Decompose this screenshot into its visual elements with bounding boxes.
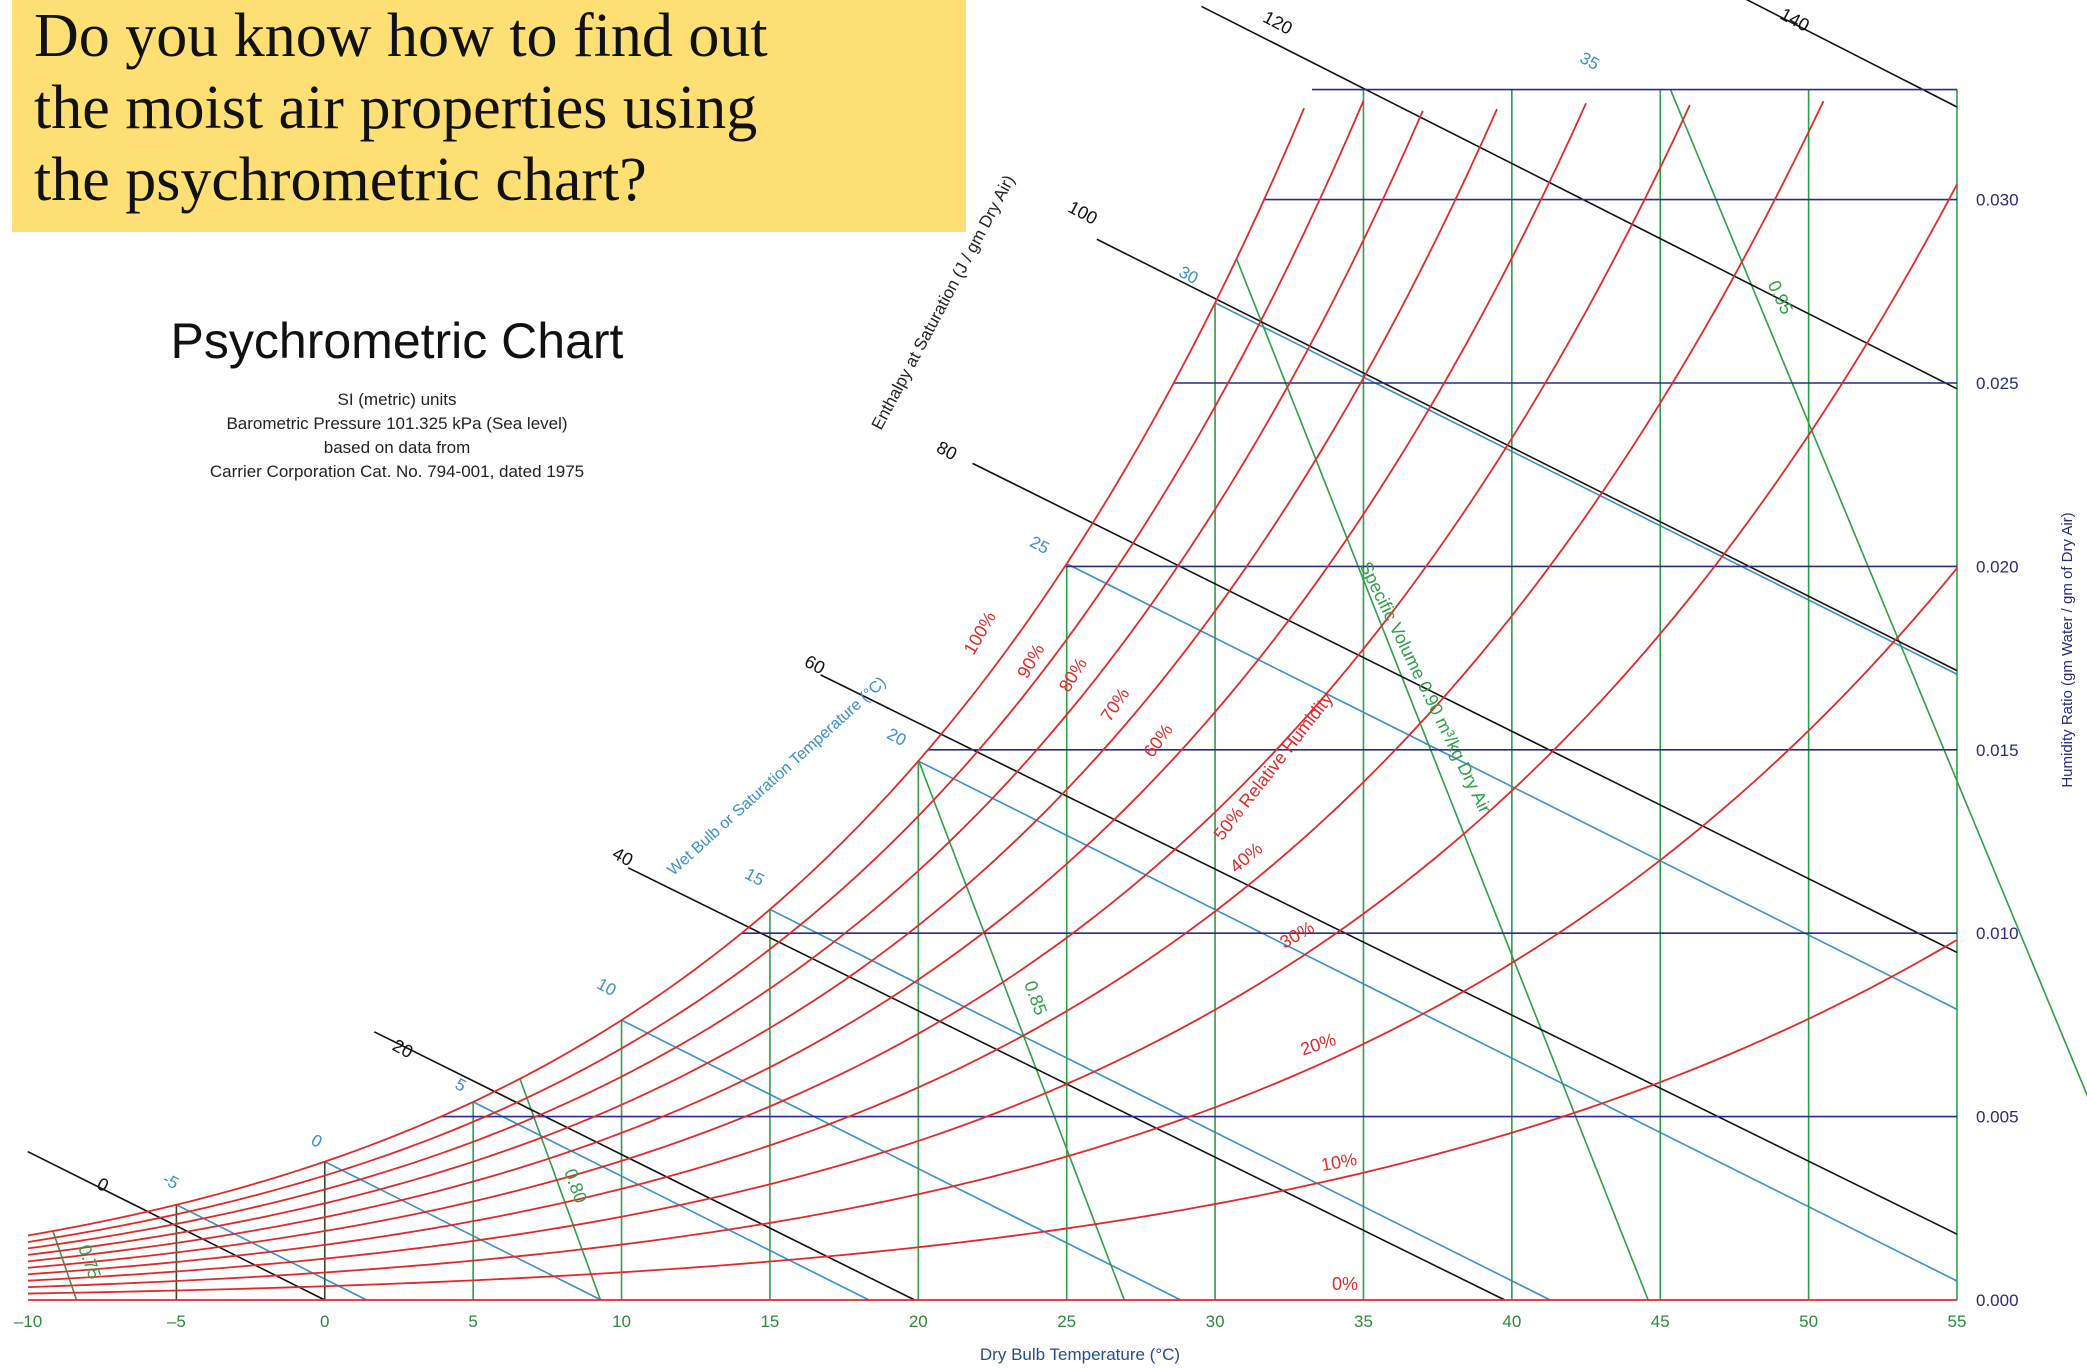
y-tick-label: 0.000	[1976, 1291, 2019, 1310]
enthalpy-value: 80	[933, 437, 960, 464]
wet-bulb-value: 10	[594, 974, 620, 1000]
enthalpy-line	[1201, 5, 1958, 390]
x-tick-label: 10	[612, 1312, 631, 1331]
rh-label: 100%	[960, 608, 1000, 658]
question-line-3: the psychrometric chart?	[34, 146, 647, 214]
rh-label: 70%	[1097, 684, 1134, 725]
y-tick-label: 0.015	[1976, 741, 2019, 760]
question-line-2: the moist air properties using	[34, 74, 758, 142]
wet-bulb-value: 20	[884, 724, 910, 750]
rh-label: 20%	[1298, 1029, 1338, 1059]
enthalpy-value: 40	[609, 843, 636, 870]
wet-bulb-value: 15	[742, 864, 768, 890]
x-tick-label: –5	[167, 1312, 186, 1331]
specific-volume-label: Specific Volume 0.90 m³/kg Dry Air	[1356, 558, 1495, 816]
wet-bulb-value: 5	[452, 1075, 469, 1096]
rh-label: 90%	[1013, 640, 1048, 681]
specific-volume-line	[917, 760, 1126, 1301]
wet-bulb-line	[324, 1160, 602, 1301]
wet-bulb-line	[917, 760, 1958, 1282]
wet-bulb-value: 30	[1176, 262, 1202, 288]
specific-volume-value: 0.95	[1764, 277, 1797, 317]
enthalpy-line	[972, 462, 1958, 954]
x-tick-label: 30	[1206, 1312, 1225, 1331]
subtitle-line-4: Carrier Corporation Cat. No. 794-001, da…	[209, 462, 585, 481]
enthalpy-value: 60	[801, 651, 828, 678]
wet-bulb-value: 0	[308, 1131, 325, 1152]
x-tick-label: 55	[1948, 1312, 1967, 1331]
chart-subtitle: SI (metric) units Barometric Pressure 10…	[100, 388, 694, 484]
rh-label: 30%	[1276, 917, 1317, 952]
rh-curve-8	[27, 567, 1958, 1289]
rh-curve-4	[27, 102, 1587, 1263]
rh-curve-7	[27, 183, 1958, 1282]
enthalpy-value: 120	[1260, 7, 1296, 39]
rh-label: 0%	[1332, 1274, 1358, 1294]
x-tick-label: 20	[909, 1312, 928, 1331]
rh-curve-3	[27, 108, 1498, 1256]
specific-volume-line	[519, 1078, 602, 1301]
subtitle-line-3: based on data from	[323, 438, 471, 457]
y-tick-label: 0.030	[1976, 191, 2019, 210]
question-box: Do you know how to find out the moist ai…	[12, 0, 966, 232]
rh-curve-0	[27, 107, 1305, 1237]
x-axis-label: Dry Bulb Temperature (°C)	[980, 1345, 1180, 1364]
wet-bulb-line	[621, 1019, 1182, 1301]
rh-label: 10%	[1319, 1149, 1358, 1175]
rh-label: 40%	[1226, 838, 1266, 876]
specific-volume-line	[1669, 89, 2087, 1097]
rh-label: 60%	[1139, 720, 1176, 761]
wet-bulb-axis-label: Wet Bulb or Saturation Temperature (°C)	[664, 674, 889, 879]
rh-curve-2	[27, 110, 1424, 1250]
enthalpy-axis-label: Enthalpy at Saturation (J / gm Dry Air)	[868, 172, 1019, 433]
rh-curve-9	[27, 939, 1958, 1295]
x-tick-label: 35	[1354, 1312, 1373, 1331]
x-tick-label: –10	[14, 1312, 42, 1331]
rh-label: 50% Relative Humidity	[1210, 689, 1337, 844]
wet-bulb-line	[472, 1101, 870, 1301]
y-tick-label: 0.010	[1976, 924, 2019, 943]
subtitle-line-2: Barometric Pressure 101.325 kPa (Sea lev…	[226, 414, 568, 433]
chart-title: Psychrometric Chart	[170, 313, 624, 369]
enthalpy-line	[373, 1031, 916, 1301]
x-tick-label: 45	[1651, 1312, 1670, 1331]
wet-bulb-line	[769, 908, 1551, 1301]
wet-bulb-value: -5	[159, 1169, 181, 1193]
x-tick-label: 50	[1799, 1312, 1818, 1331]
y-axis-label: Humidity Ratio (gm Water / gm of Dry Air…	[2059, 512, 2076, 787]
rh-label: 80%	[1055, 654, 1091, 695]
specific-volume-value: 0.85	[1020, 978, 1051, 1018]
enthalpy-line	[1745, 0, 1958, 108]
enthalpy-line	[1096, 238, 1958, 672]
specific-volume-value: 0.75	[74, 1242, 105, 1282]
x-tick-label: 0	[320, 1312, 329, 1331]
subtitle-line-1: SI (metric) units	[337, 390, 457, 409]
y-tick-label: 0.020	[1976, 557, 2019, 576]
enthalpy-line	[820, 674, 1958, 1235]
wet-bulb-value: 25	[1027, 532, 1053, 558]
wet-bulb-line	[1214, 302, 1958, 675]
rh-curve-5	[27, 104, 1691, 1269]
question-line-1: Do you know how to find out	[34, 2, 768, 70]
x-tick-label: 25	[1057, 1312, 1076, 1331]
y-tick-label: 0.025	[1976, 374, 2019, 393]
specific-volume-line	[1235, 258, 1649, 1301]
enthalpy-value: 100	[1065, 197, 1101, 229]
rh-curve-1	[27, 100, 1365, 1243]
x-tick-label: 5	[468, 1312, 477, 1331]
enthalpy-value: 20	[389, 1035, 416, 1062]
x-tick-label: 40	[1502, 1312, 1521, 1331]
specific-volume-line	[52, 1230, 78, 1301]
y-tick-label: 0.005	[1976, 1108, 2019, 1127]
x-tick-label: 15	[760, 1312, 779, 1331]
rh-curve-6	[27, 100, 1825, 1276]
wet-bulb-value: 35	[1577, 48, 1603, 74]
